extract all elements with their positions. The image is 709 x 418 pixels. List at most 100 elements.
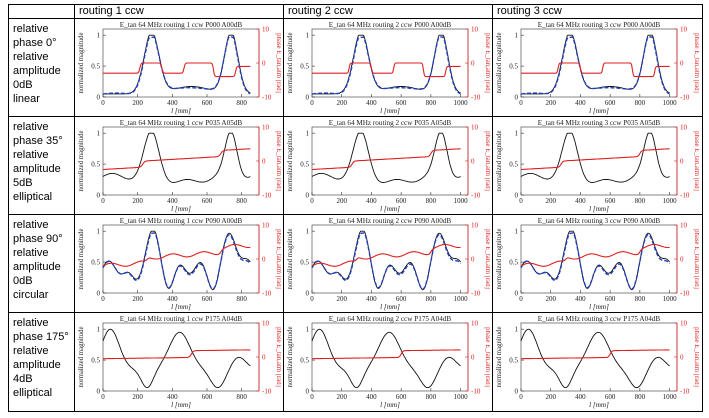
y2-tick-label: 10 — [471, 320, 479, 328]
series-reference — [311, 36, 461, 95]
chart-title: E_tan 64 MHz routing 2 ccw P035 A05dB — [329, 119, 452, 127]
y2-tick-label: -10 — [471, 94, 481, 102]
series-phase — [102, 243, 251, 267]
y2-tick-label: 10 — [262, 320, 270, 328]
x-tick-label: 1000 — [454, 295, 469, 303]
x-tick-label: 800 — [635, 99, 646, 107]
chart: E_tan 64 MHz routing 3 ccw P175 A04dB 0 0.… — [496, 315, 699, 409]
x-tick-label: 1000 — [663, 393, 678, 401]
y-tick-label: 0.5 — [300, 161, 309, 169]
x-tick-label: 0 — [310, 197, 314, 205]
x-axis-label: l [mm] — [380, 205, 400, 213]
x-tick-label: 400 — [575, 99, 586, 107]
x-tick-label: 200 — [336, 99, 347, 107]
plot-cell: E_tan 64 MHz routing 3 ccw P175 A04dB 0 0.… — [492, 312, 703, 412]
results-table: routing 1 ccw routing 2 ccw routing 3 cc… — [8, 4, 703, 412]
y-tick-label: 1 — [97, 32, 101, 40]
x-tick-label: 600 — [202, 197, 213, 205]
plot-cell: E_tan 64 MHz routing 1 ccw P000 A00dB 0 0.… — [74, 18, 284, 117]
x-tick-label: 600 — [396, 99, 407, 107]
x-tick-label: 1000 — [454, 99, 469, 107]
x-axis-label: l [mm] — [589, 107, 609, 115]
x-tick-label: 200 — [545, 393, 556, 401]
row-label-phase-90: relative phase 90° relative amplitude 0dB cir… — [8, 214, 75, 313]
series-phase — [103, 62, 251, 78]
y2-tick-label: -10 — [262, 192, 272, 200]
y-tick-label: 0 — [515, 388, 519, 396]
y2-tick-label: 0 — [471, 60, 475, 68]
x-tick-label: 1000 — [663, 197, 678, 205]
y-tick-label: 1 — [97, 130, 101, 138]
y2-tick-label: 0 — [471, 256, 475, 264]
y-axis-label: normalized magnitude — [287, 229, 294, 290]
series-magnitude — [521, 34, 670, 95]
plot-frame — [311, 224, 469, 294]
x-tick-label: 0 — [101, 197, 105, 205]
y-tick-label: 0.5 — [91, 259, 100, 267]
y-tick-label: 1 — [306, 32, 310, 40]
series-phase — [312, 349, 461, 360]
series-phase — [312, 62, 461, 78]
x-tick-label: 200 — [336, 295, 347, 303]
y-axis-label: normalized magnitude — [78, 131, 85, 192]
y2-tick-label: 10 — [262, 222, 270, 230]
column-header-routing-1: routing 1 ccw — [74, 4, 284, 19]
chart: E_tan 64 MHz routing 3 ccw P090 A00dB 0 0.… — [496, 217, 699, 311]
x-tick-label: 0 — [519, 393, 523, 401]
y2-tick-label: 0 — [680, 158, 684, 166]
plot-frame — [102, 224, 260, 294]
y-tick-label: 0.5 — [91, 161, 100, 169]
y-axis-label: normalized magnitude — [496, 131, 503, 192]
plot-cell: E_tan 64 MHz routing 3 ccw P035 A05dB 0 0.… — [492, 116, 703, 215]
y2-tick-label: 0 — [262, 60, 266, 68]
y2-tick-label: -10 — [262, 290, 272, 298]
series-magnitude — [102, 328, 251, 389]
x-tick-label: 0 — [519, 295, 523, 303]
chart-title: E_tan 64 MHz routing 2 ccw P000 A00dB — [329, 21, 452, 29]
x-tick-label: 800 — [426, 295, 437, 303]
y-axis-label: normalized magnitude — [287, 327, 294, 388]
chart-title: E_tan 64 MHz routing 3 ccw P175 A04dB — [538, 315, 661, 323]
chart-title: E_tan 64 MHz routing 1 ccw P000 A00dB — [120, 21, 243, 29]
y2-tick-label: 10 — [680, 320, 688, 328]
y2-tick-label: -10 — [680, 192, 690, 200]
y-axis-label: normalized magnitude — [78, 327, 85, 388]
y-tick-label: 0 — [97, 192, 101, 200]
x-tick-label: 400 — [366, 393, 377, 401]
x-tick-label: 0 — [310, 295, 314, 303]
x-tick-label: 1000 — [663, 295, 678, 303]
plot-frame — [311, 126, 469, 196]
chart: E_tan 64 MHz routing 3 ccw P035 A05dB 0 0.… — [496, 119, 699, 213]
y-tick-label: 1 — [97, 228, 101, 236]
series-reference — [102, 36, 251, 95]
plot-frame — [520, 322, 678, 392]
x-tick-label: 800 — [426, 197, 437, 205]
y-tick-label: 0 — [306, 290, 310, 298]
plot-cell: E_tan 64 MHz routing 2 ccw P175 A04dB 0 0.… — [283, 312, 493, 412]
x-tick-label: 600 — [396, 393, 407, 401]
x-tick-label: 600 — [605, 99, 616, 107]
x-tick-label: 200 — [132, 197, 143, 205]
y2-tick-label: 10 — [471, 26, 479, 34]
x-tick-label: 600 — [202, 295, 213, 303]
y2-tick-label: -10 — [262, 388, 272, 396]
y-axis-label: normalized magnitude — [287, 131, 294, 192]
x-tick-label: 200 — [132, 295, 143, 303]
series-magnitude — [520, 132, 670, 183]
y-tick-label: 0 — [97, 94, 101, 102]
series-reference — [520, 36, 670, 95]
x-tick-label: 800 — [635, 295, 646, 303]
y2-tick-label: 10 — [262, 124, 270, 132]
plot-cell: E_tan 64 MHz routing 2 ccw P090 A00dB 0 0.… — [283, 214, 493, 313]
x-tick-label: 1000 — [663, 99, 678, 107]
series-reference — [520, 232, 671, 290]
plot-frame — [520, 126, 678, 196]
x-tick-label: 800 — [236, 99, 247, 107]
y2-axis-label: phase E_tan,atm [rad] — [275, 229, 281, 289]
x-axis-label: l [mm] — [380, 303, 400, 311]
y2-tick-label: 10 — [680, 26, 688, 34]
x-tick-label: 0 — [519, 99, 523, 107]
series-magnitude — [311, 132, 461, 183]
y2-tick-label: 0 — [680, 256, 684, 264]
x-axis-label: l [mm] — [171, 303, 191, 311]
